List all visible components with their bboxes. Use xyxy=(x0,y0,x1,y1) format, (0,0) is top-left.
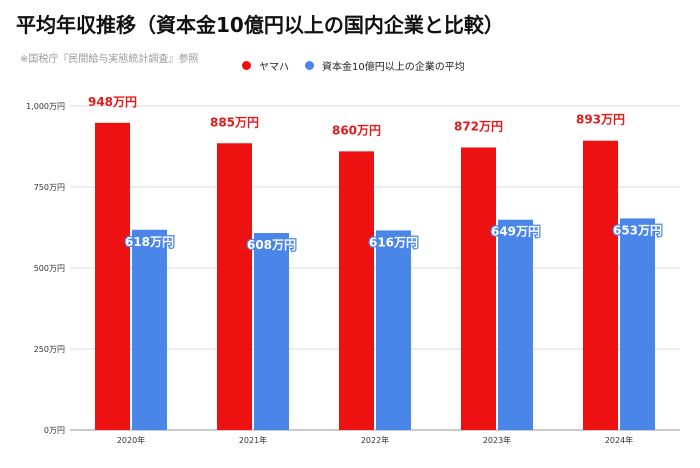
source-note: ※国税庁『民間給与実態統計調査』参照 xyxy=(20,54,199,65)
data-label-series-2: 608万円 xyxy=(247,238,296,252)
data-label-series-1: 872万円 xyxy=(454,119,503,133)
data-label-series-1: 948万円 xyxy=(88,95,137,109)
bar-series-2 xyxy=(498,219,533,430)
bar-series-1 xyxy=(95,122,130,431)
bar-series-2 xyxy=(132,229,167,430)
bar-series-1 xyxy=(461,147,496,431)
bar-series-1 xyxy=(217,143,252,430)
data-label-series-2: 616万円 xyxy=(369,235,418,249)
legend-label-series-2: 資本金10億円以上の企業の平均 xyxy=(322,62,465,73)
y-tick-label: 500万円 xyxy=(34,264,65,273)
data-label-series-1: 860万円 xyxy=(332,123,381,137)
legend-label-series-1: ヤマハ xyxy=(259,62,289,73)
x-tick-label: 2022年 xyxy=(361,435,389,445)
data-label-series-2: 653万円 xyxy=(613,223,662,237)
data-label-series-1: 893万円 xyxy=(576,113,625,127)
y-tick-label: 750万円 xyxy=(34,183,65,192)
y-tick-label: 1,000万円 xyxy=(26,102,65,111)
legend-item-series-2: 資本金10億円以上の企業の平均 xyxy=(305,58,465,73)
bar-series-2 xyxy=(376,230,411,430)
chart-title: 平均年収推移（資本金10億円以上の国内企業と比較） xyxy=(16,13,504,37)
x-tick-label: 2024年 xyxy=(605,435,633,445)
y-tick-label: 0万円 xyxy=(44,426,65,435)
data-label-series-2: 618万円 xyxy=(125,235,174,249)
data-label-series-1: 885万円 xyxy=(210,115,259,129)
bar-series-2 xyxy=(620,218,655,430)
bar-series-1 xyxy=(339,151,374,431)
legend-item-series-1: ヤマハ xyxy=(242,58,289,73)
y-tick-label: 250万円 xyxy=(34,345,65,354)
x-tick-label: 2023年 xyxy=(483,435,511,445)
data-label-series-2: 649万円 xyxy=(491,225,540,239)
x-tick-label: 2021年 xyxy=(239,435,267,445)
x-tick-label: 2020年 xyxy=(117,435,145,445)
legend-swatch-series-2 xyxy=(305,61,314,70)
bar-series-2 xyxy=(254,233,289,430)
legend-swatch-series-1 xyxy=(242,61,251,70)
bar-series-1 xyxy=(583,140,618,430)
legend: ヤマハ 資本金10億円以上の企業の平均 xyxy=(242,58,481,73)
